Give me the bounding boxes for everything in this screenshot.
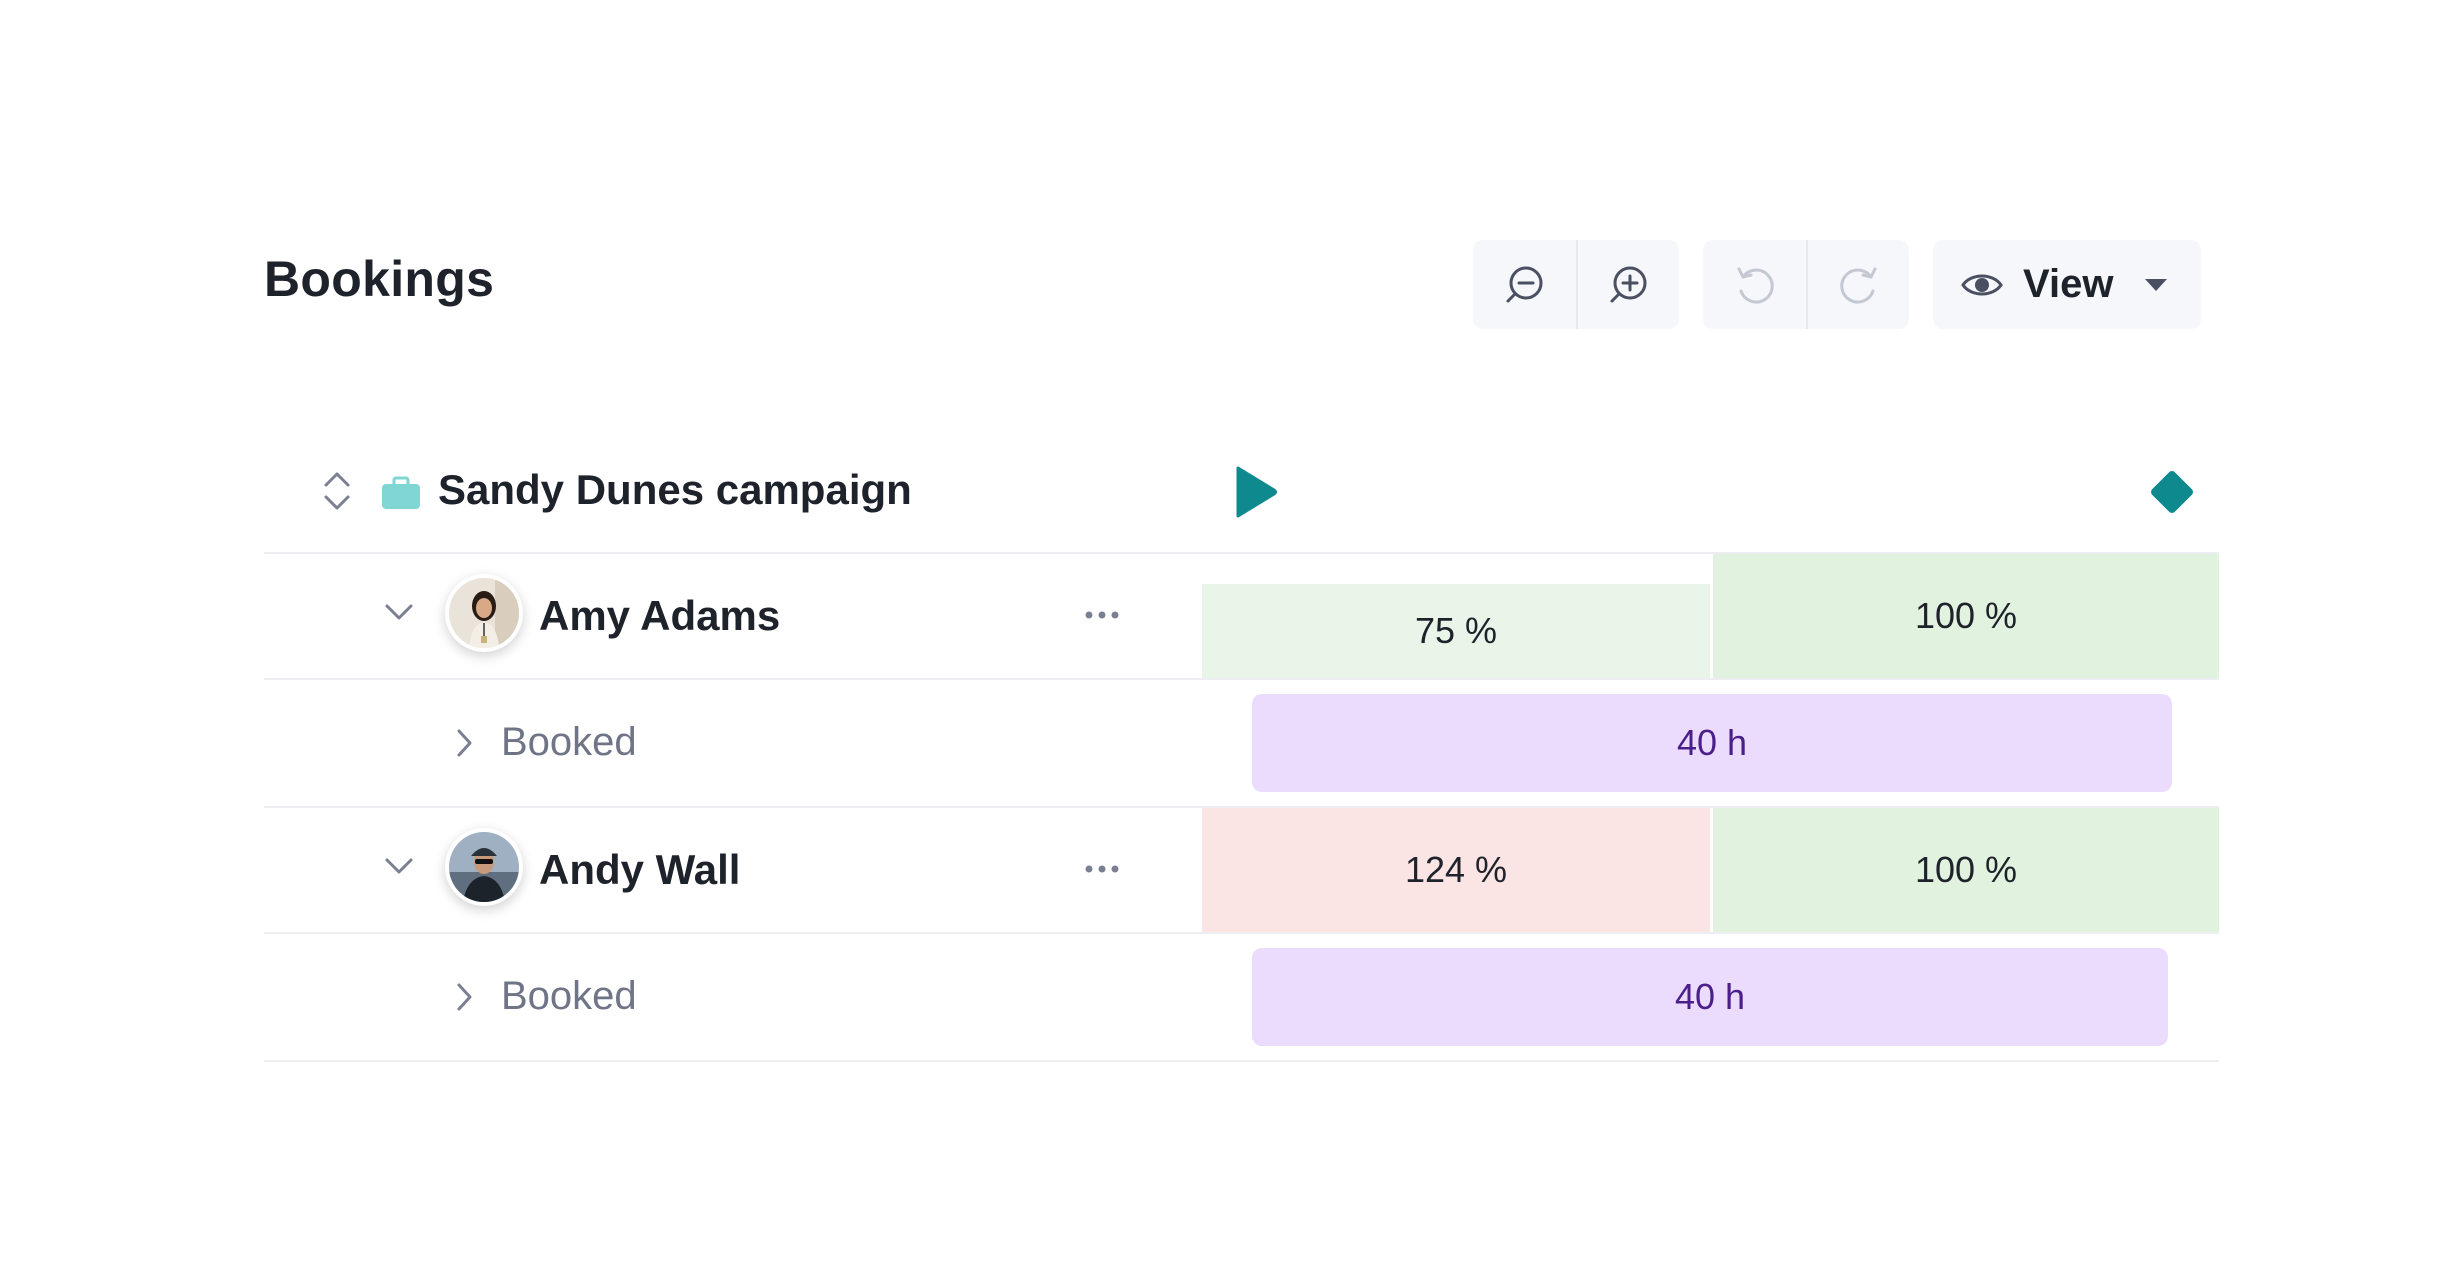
person-row: Amy Adams 75 % 100 %: [264, 554, 2219, 680]
eye-icon: [1961, 274, 2003, 295]
allocation-cell[interactable]: 75 %: [1202, 584, 1710, 678]
person-photo: [449, 578, 519, 648]
view-dropdown-button[interactable]: View: [1933, 240, 2201, 329]
person-name: Andy Wall: [539, 846, 741, 893]
allocation-cell[interactable]: 100 %: [1713, 808, 2219, 932]
zoom-in-button[interactable]: [1576, 240, 1679, 329]
person-photo: [449, 832, 519, 902]
more-options-icon[interactable]: [1084, 864, 1120, 874]
booked-label: Booked: [501, 720, 637, 764]
briefcase-icon: [382, 476, 420, 509]
allocation-cell[interactable]: 124 %: [1202, 808, 1710, 932]
allocation-cell[interactable]: 100 %: [1713, 554, 2219, 678]
caret-down-icon: [2145, 278, 2168, 291]
person-name: Amy Adams: [539, 592, 781, 639]
redo-icon: [1839, 267, 1876, 304]
redo-button[interactable]: [1806, 240, 1909, 329]
chevron-down-icon[interactable]: [384, 602, 414, 622]
person-row: Andy Wall 124 % 100 %: [264, 808, 2219, 934]
zoom-controls: [1473, 240, 1679, 329]
project-row: Sandy Dunes campaign: [264, 440, 2219, 554]
view-label: View: [2023, 262, 2114, 306]
chevron-down-icon[interactable]: [384, 856, 414, 876]
undo-icon: [1737, 267, 1774, 304]
chevron-right-icon[interactable]: [454, 982, 474, 1012]
booking-bar[interactable]: 40 h: [1252, 948, 2168, 1046]
play-icon[interactable]: [1234, 464, 1280, 520]
avatar: [445, 574, 523, 652]
expand-collapse-icon[interactable]: [322, 468, 352, 514]
booked-label: Booked: [501, 974, 637, 1018]
booked-row: Booked 40 h: [264, 680, 2219, 808]
more-options-icon[interactable]: [1084, 610, 1120, 620]
page-title: Bookings: [264, 251, 495, 307]
milestone-diamond-icon[interactable]: [2144, 464, 2200, 520]
chevron-right-icon[interactable]: [454, 728, 474, 758]
project-name: Sandy Dunes campaign: [438, 466, 912, 513]
booked-row: Booked 40 h: [264, 934, 2219, 1062]
booking-bar[interactable]: 40 h: [1252, 694, 2172, 792]
zoom-in-icon: [1610, 266, 1646, 302]
avatar: [445, 828, 523, 906]
history-controls: [1703, 240, 1909, 329]
undo-button[interactable]: [1703, 240, 1806, 329]
zoom-out-icon: [1506, 266, 1542, 302]
zoom-out-button[interactable]: [1473, 240, 1576, 329]
